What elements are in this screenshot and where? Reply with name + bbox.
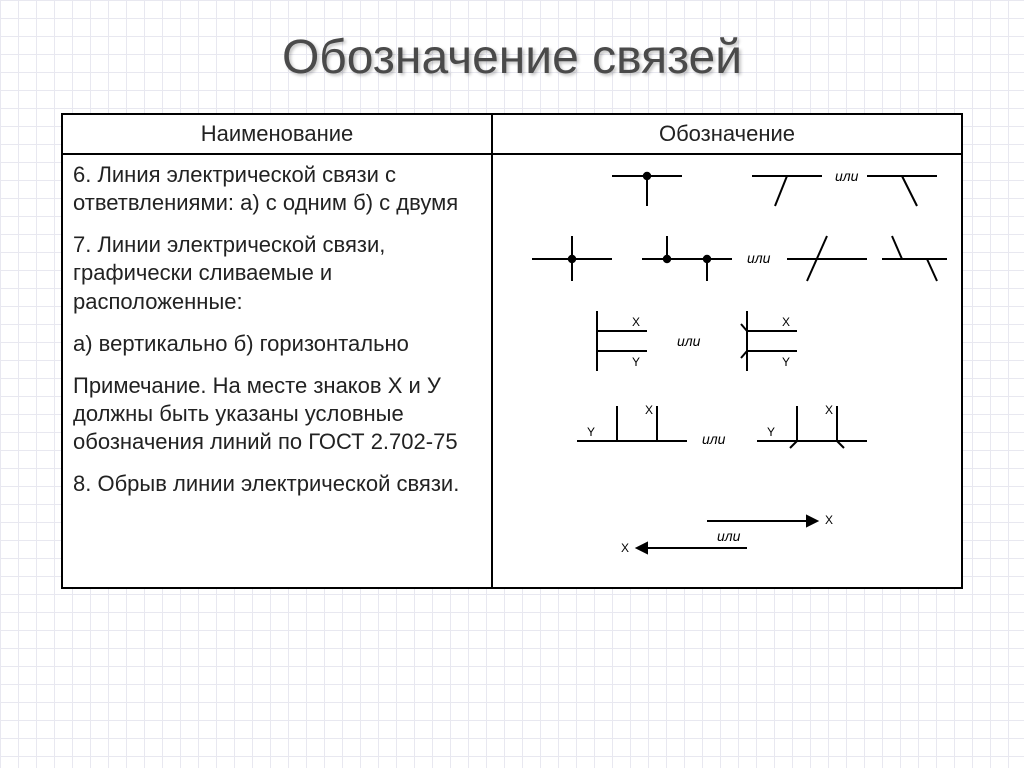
svg-text:или: или [835, 168, 859, 184]
symbol-6b: или [503, 231, 951, 286]
symbol-8: X или X [503, 506, 951, 561]
symbols-table: Наименование Обозначение 6. Линия электр… [61, 113, 963, 589]
symbol-7a: X Y или X Y [503, 306, 951, 376]
svg-text:Y: Y [782, 355, 790, 369]
slide: Обозначение связей Наименование Обозначе… [0, 0, 1024, 768]
svg-text:или: или [677, 333, 701, 349]
svg-text:или: или [717, 528, 741, 544]
item-7-sub-text: а) вертикально б) горизонтально [73, 330, 481, 358]
svg-text:X: X [782, 315, 790, 329]
slide-title: Обозначение связей [0, 30, 1024, 85]
svg-text:X: X [825, 513, 833, 527]
item-7-text: 7. Линии электрической связи, графически… [73, 231, 481, 315]
svg-text:X: X [645, 403, 653, 417]
col-header-name: Наименование [62, 114, 492, 154]
svg-text:Y: Y [632, 355, 640, 369]
svg-text:Y: Y [587, 425, 595, 439]
item-8-text: 8. Обрыв линии электрической связи. [73, 470, 481, 498]
svg-text:X: X [825, 403, 833, 417]
item-6-text: 6. Линия электрической связи с ответвлен… [73, 161, 481, 217]
symbol-6a: или [503, 161, 951, 211]
svg-text:X: X [621, 541, 629, 555]
svg-text:X: X [632, 315, 640, 329]
svg-text:или: или [702, 431, 726, 447]
svg-text:Y: Y [767, 425, 775, 439]
description-cell: 6. Линия электрической связи с ответвлен… [62, 154, 492, 588]
symbol-7b: Y X или Y X [503, 396, 951, 466]
note-text: Примечание. На месте знаков Х и У должны… [73, 372, 481, 456]
col-header-symbol: Обозначение [492, 114, 962, 154]
svg-text:или: или [747, 250, 771, 266]
symbol-cell: или [492, 154, 962, 588]
